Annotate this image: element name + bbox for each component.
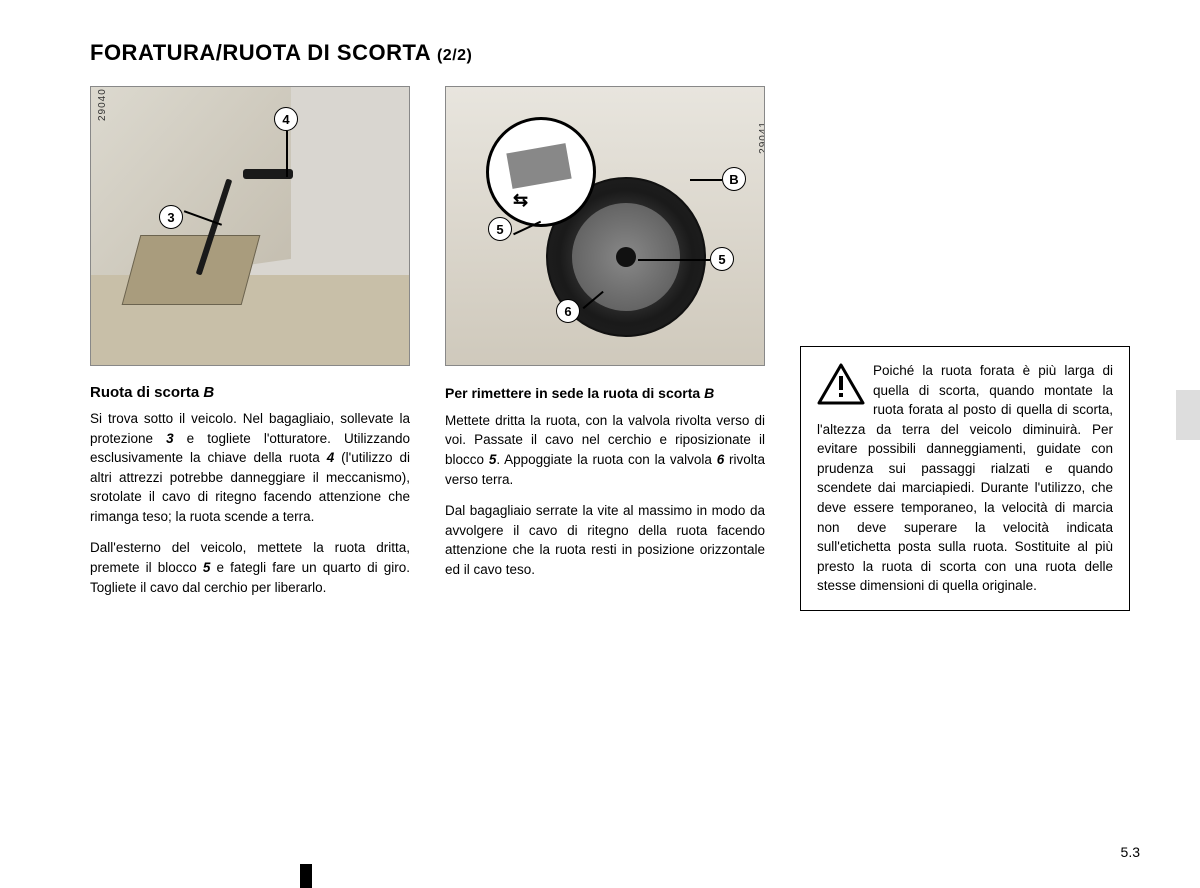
column-1: 29040 3 4 Ruota di scorta B Si trova sot…: [90, 86, 410, 611]
title-main: FORATURA/RUOTA DI SCORTA: [90, 40, 430, 65]
figure-2-ref: 29041: [758, 121, 765, 154]
page-number: 5.3: [1121, 844, 1140, 860]
figure-1: 29040 3 4: [90, 86, 410, 366]
figure-2: ⇆ 29041 5 B 6 5: [445, 86, 765, 366]
callout-4: 4: [274, 107, 298, 131]
warning-box: Poiché la ruota forata è più larga di qu…: [800, 346, 1130, 611]
col2-p1: Mettete dritta la ruota, con la valvola …: [445, 411, 765, 489]
warning-icon: [817, 363, 865, 405]
column-2: ⇆ 29041 5 B 6 5 Per rimettere in sede la…: [445, 86, 765, 611]
column-3: Poiché la ruota forata è più larga di qu…: [800, 86, 1140, 611]
col1-p2: Dall'esterno del veicolo, mettete la ruo…: [90, 538, 410, 597]
callout-3: 3: [159, 205, 183, 229]
callout-5b: 5: [710, 247, 734, 271]
col1-heading: Ruota di scorta B: [90, 384, 410, 401]
title-suffix: (2/2): [437, 47, 472, 64]
footer-mark: [300, 864, 312, 888]
side-tab: [1176, 390, 1200, 440]
figure-1-ref: 29040: [97, 88, 108, 121]
callout-B: B: [722, 167, 746, 191]
col1-p1: Si trova sotto il veicolo. Nel bagagliai…: [90, 409, 410, 526]
callout-5a: 5: [488, 217, 512, 241]
col2-heading: Per rimettere in sede la ruota di scorta…: [445, 384, 765, 403]
page-title: FORATURA/RUOTA DI SCORTA (2/2): [90, 40, 1150, 66]
col2-p2: Dal bagagliaio serrate la vite al massim…: [445, 501, 765, 579]
callout-6: 6: [556, 299, 580, 323]
content-columns: 29040 3 4 Ruota di scorta B Si trova sot…: [90, 86, 1150, 611]
